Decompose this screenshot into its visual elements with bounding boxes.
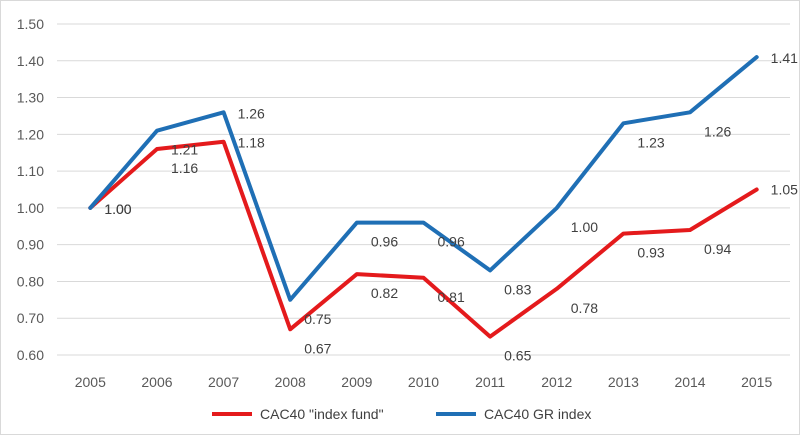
x-tick-label: 2013 [608, 374, 639, 390]
x-tick-label: 2014 [674, 374, 705, 390]
data-label: 1.16 [171, 160, 198, 176]
data-label: 0.96 [438, 234, 465, 250]
data-label: 1.18 [238, 135, 265, 151]
y-tick-label: 1.10 [17, 163, 44, 179]
x-tick-label: 2006 [141, 374, 172, 390]
x-tick-label: 2012 [541, 374, 572, 390]
y-tick-label: 1.00 [17, 200, 44, 216]
data-label: 1.26 [704, 123, 731, 139]
data-label: 0.83 [504, 281, 531, 297]
x-tick-label: 2015 [741, 374, 772, 390]
y-tick-label: 0.90 [17, 237, 44, 253]
y-tick-label: 1.30 [17, 90, 44, 106]
x-tick-label: 2005 [75, 374, 106, 390]
data-label: 1.21 [171, 142, 198, 158]
data-label: 0.96 [371, 234, 398, 250]
data-label: 0.65 [504, 348, 531, 364]
data-label: 1.23 [637, 134, 664, 150]
data-label: 1.41 [771, 50, 798, 66]
data-label: 1.00 [104, 201, 131, 217]
y-tick-label: 0.60 [17, 347, 44, 363]
legend-label: CAC40 "index fund" [260, 406, 384, 422]
series-line-index-fund [88, 139, 759, 339]
data-label: 1.00 [571, 219, 598, 235]
x-tick-label: 2009 [341, 374, 372, 390]
data-label: 0.94 [704, 241, 731, 257]
data-label: 0.67 [304, 340, 331, 356]
series-line-gr-index [88, 55, 759, 302]
data-label: 0.82 [371, 285, 398, 301]
x-tick-label: 2010 [408, 374, 439, 390]
y-tick-label: 0.80 [17, 273, 44, 289]
x-tick-label: 2007 [208, 374, 239, 390]
data-label: 0.78 [571, 300, 598, 316]
x-tick-label: 2008 [275, 374, 306, 390]
data-label: 1.05 [771, 182, 798, 198]
data-label: 0.75 [304, 311, 331, 327]
data-label: 0.93 [637, 245, 664, 261]
data-label: 1.26 [238, 105, 265, 121]
x-tick-label: 2011 [475, 374, 505, 390]
data-label: 0.81 [438, 289, 465, 305]
y-tick-label: 1.40 [17, 53, 44, 69]
y-tick-label: 1.20 [17, 126, 44, 142]
y-tick-label: 0.70 [17, 310, 44, 326]
data-label: 1.00 [104, 201, 131, 217]
y-tick-label: 1.50 [17, 16, 44, 32]
legend-label: CAC40 GR index [484, 406, 591, 422]
